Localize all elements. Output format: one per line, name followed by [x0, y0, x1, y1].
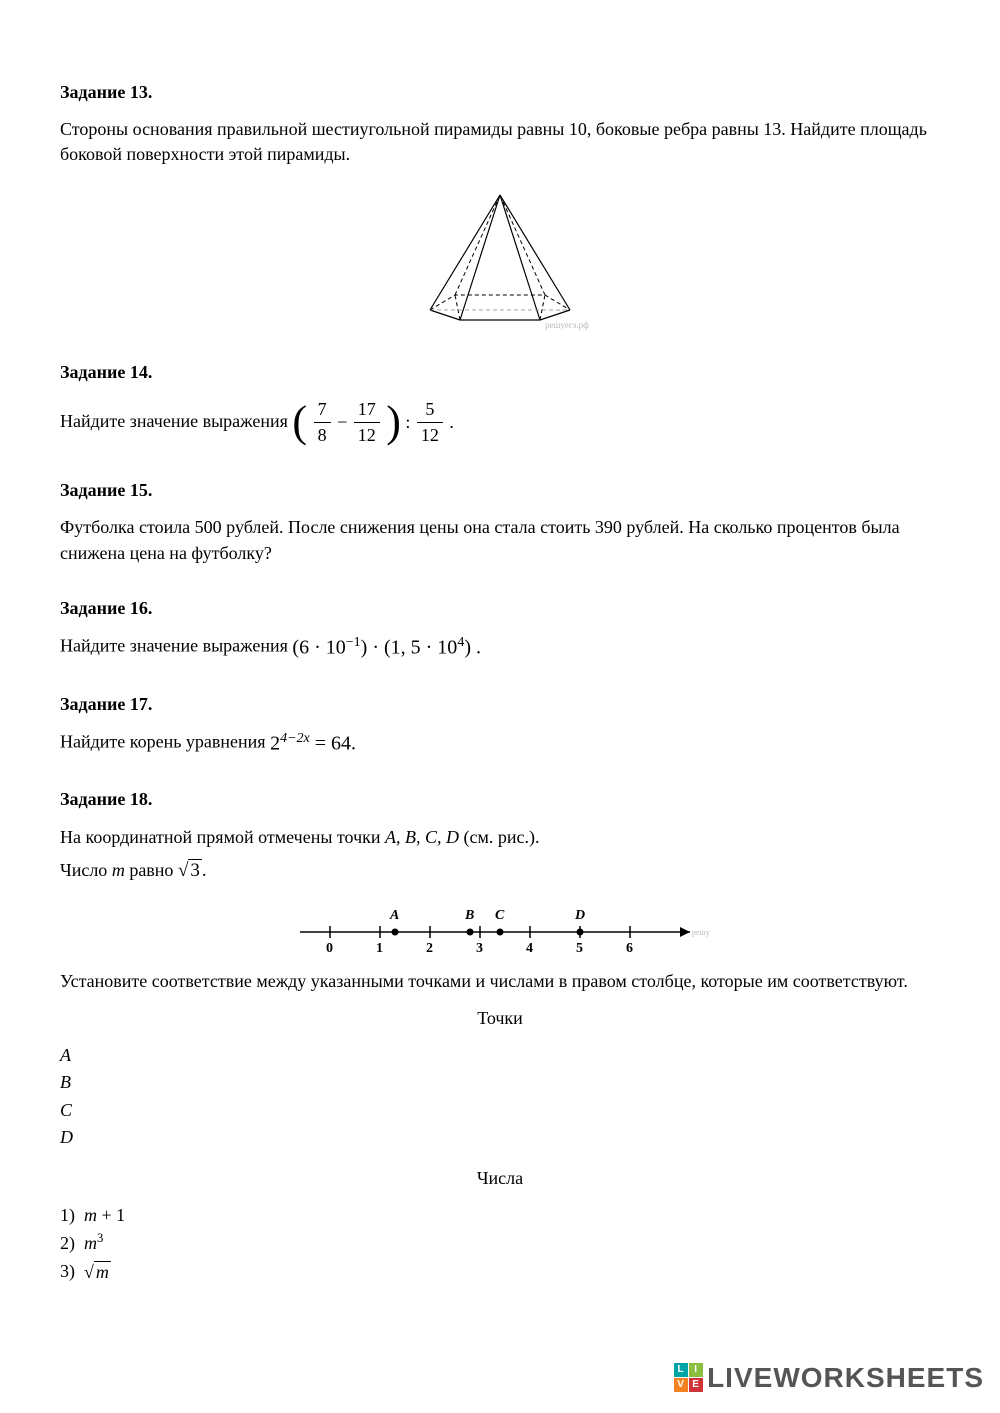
task-14-formula: ( 78 − 1712 ) : 512 . — [292, 397, 453, 448]
task-18-title: Задание 18. — [60, 787, 940, 812]
svg-text:C: C — [495, 908, 505, 923]
task-18-line3: Установите соответствие между указанными… — [60, 969, 940, 994]
point-D: D — [60, 1125, 940, 1150]
task-17-formula: 24−2x = 64. — [270, 729, 356, 758]
task-14-prefix: Найдите значение выражения — [60, 411, 288, 431]
task-13-text: Стороны основания правильной шестиугольн… — [60, 117, 940, 167]
task-16-title: Задание 16. — [60, 596, 940, 621]
svg-text:4: 4 — [526, 941, 533, 956]
task-16-body: Найдите значение выражения (6 · 10−1) · … — [60, 633, 940, 662]
task-14-body: Найдите значение выражения ( 78 − 1712 )… — [60, 397, 940, 448]
task-15-title: Задание 15. — [60, 478, 940, 503]
svg-text:6: 6 — [626, 941, 633, 956]
task-15: Задание 15. Футболка стоила 500 рублей. … — [60, 478, 940, 566]
watermark-text: LIVEWORKSHEETS — [707, 1358, 984, 1397]
watermark: LIVE LIVEWORKSHEETS — [674, 1358, 984, 1397]
point-B: B — [60, 1070, 940, 1095]
number-3: 3) √m — [60, 1259, 940, 1285]
task-13-figure: решуегэ.рф — [60, 180, 940, 330]
task-17-prefix: Найдите корень уравнения — [60, 731, 266, 751]
points-heading: Точки — [60, 1006, 940, 1031]
task-18: Задание 18. На координатной прямой отмеч… — [60, 787, 940, 1285]
numbers-heading: Числа — [60, 1166, 940, 1191]
task-14-title: Задание 14. — [60, 360, 940, 385]
points-list: A B C D — [60, 1043, 940, 1150]
task-15-text: Футболка стоила 500 рублей. После снижен… — [60, 515, 940, 565]
task-16-formula: (6 · 10−1) · (1, 5 · 104) . — [292, 633, 481, 662]
svg-text:решуегэ.рф: решуегэ.рф — [692, 928, 710, 937]
task-14: Задание 14. Найдите значение выражения (… — [60, 360, 940, 449]
number-line-figure: 0 1 2 3 4 5 6 A B C D решуегэ.рф — [290, 897, 710, 957]
task-16-prefix: Найдите значение выражения — [60, 635, 288, 655]
svg-text:3: 3 — [476, 941, 483, 956]
task-17: Задание 17. Найдите корень уравнения 24−… — [60, 692, 940, 758]
task-13: Задание 13. Стороны основания правильной… — [60, 80, 940, 330]
svg-text:B: B — [464, 908, 474, 923]
svg-text:D: D — [574, 908, 585, 923]
task-18-line2: Число m равно √3. — [60, 858, 940, 885]
point-A: A — [60, 1043, 940, 1068]
task-18-numberline: 0 1 2 3 4 5 6 A B C D решуегэ.рф — [60, 897, 940, 957]
svg-text:1: 1 — [376, 941, 383, 956]
svg-text:решуегэ.рф: решуегэ.рф — [545, 320, 589, 330]
svg-text:0: 0 — [326, 941, 333, 956]
svg-text:2: 2 — [426, 941, 433, 956]
task-16: Задание 16. Найдите значение выражения (… — [60, 596, 940, 662]
svg-text:A: A — [389, 908, 399, 923]
task-17-title: Задание 17. — [60, 692, 940, 717]
watermark-icon: LIVE — [674, 1363, 703, 1392]
task-13-title: Задание 13. — [60, 80, 940, 105]
task-17-body: Найдите корень уравнения 24−2x = 64. — [60, 729, 940, 758]
numbers-list: 1) m + 1 2) m3 3) √m — [60, 1203, 940, 1285]
svg-text:5: 5 — [576, 941, 583, 956]
point-C: C — [60, 1098, 940, 1123]
number-2: 2) m3 — [60, 1230, 940, 1256]
number-1: 1) m + 1 — [60, 1203, 940, 1228]
pyramid-figure: решуегэ.рф — [400, 180, 600, 330]
task-18-line1: На координатной прямой отмечены точки A,… — [60, 825, 940, 850]
